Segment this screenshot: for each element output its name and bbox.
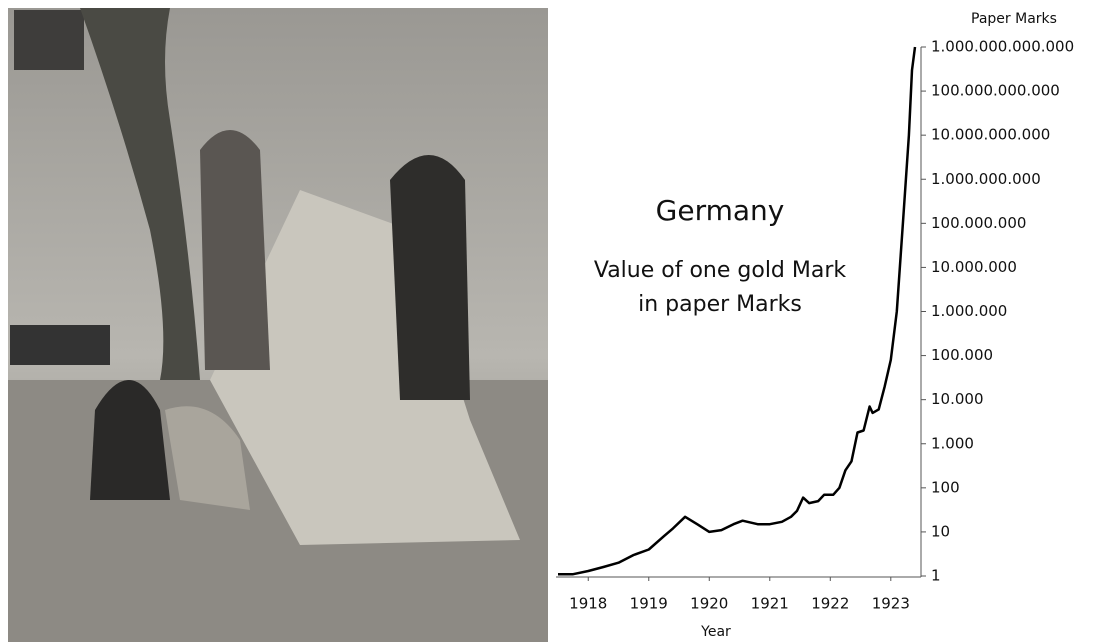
x-tick-label: 1919 (630, 595, 668, 613)
y-tick-label: 100 (931, 478, 960, 496)
y-tick-label: 100.000.000 (931, 214, 1026, 232)
y-tick-label: 1.000 (931, 434, 974, 452)
y-tick-label: 1.000.000.000.000 (931, 38, 1074, 56)
y-tick-label: 10.000.000.000 (931, 126, 1050, 144)
y-tick-label: 10.000.000 (931, 258, 1017, 276)
y-tick-label: 100.000 (931, 346, 993, 364)
y-tick-label: 1.000.000 (931, 302, 1007, 320)
y-axis-label: Paper Marks (971, 11, 1057, 27)
x-tick-label: 1923 (872, 595, 910, 613)
x-tick-label: 1918 (569, 595, 607, 613)
y-tick-label: 10.000 (931, 390, 984, 408)
y-tick-label: 10 (931, 522, 950, 540)
x-tick-label: 1922 (811, 595, 849, 613)
y-tick-label: 1.000.000.000 (931, 170, 1041, 188)
y-tick-label: 100.000.000.000 (931, 82, 1060, 100)
x-tick-label: 1921 (751, 595, 789, 613)
chart-subtitle: in paper Marks (638, 292, 802, 317)
x-tick-label: 1920 (690, 595, 728, 613)
chart-subtitle: Value of one gold Mark (594, 258, 847, 283)
chart-title: Germany (656, 194, 785, 227)
data-line (558, 46, 917, 576)
photo (8, 8, 548, 642)
y-tick-label: 1 (931, 567, 941, 585)
x-axis-label: Year (700, 624, 731, 640)
